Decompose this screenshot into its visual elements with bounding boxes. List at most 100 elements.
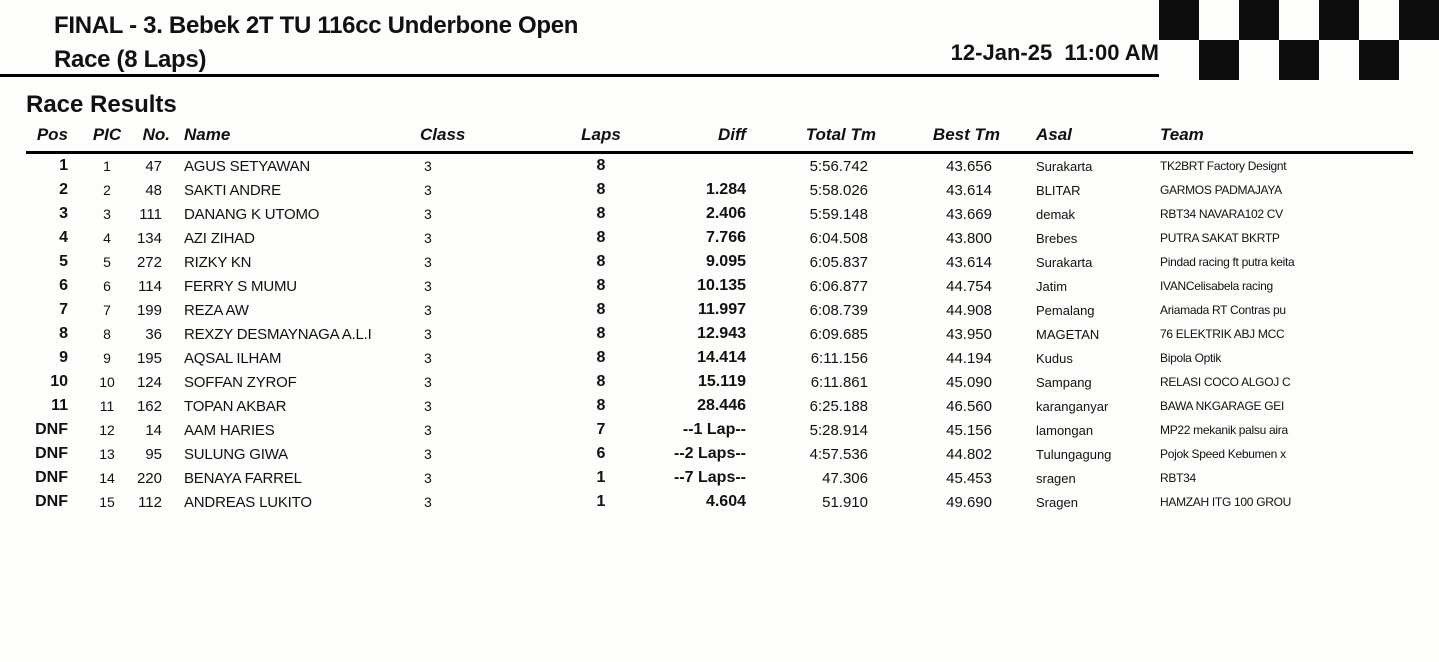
- cell-pic: 9: [86, 346, 128, 370]
- cell-asal: MAGETAN: [1026, 322, 1156, 346]
- cell-totaltm: 6:06.877: [786, 274, 916, 298]
- table-row: DNF14220BENAYA FARREL31--7 Laps--47.3064…: [26, 466, 1413, 490]
- cell-team: MP22 mekanik palsu aira: [1156, 418, 1413, 442]
- cell-diff: 14.414: [656, 346, 786, 370]
- cell-besttm: 46.560: [916, 394, 1026, 418]
- table-row: 33111DANANG K UTOMO382.4065:59.14843.669…: [26, 202, 1413, 226]
- table-row: 66114FERRY S MUMU3810.1356:06.87744.754J…: [26, 274, 1413, 298]
- cell-diff: 10.135: [656, 274, 786, 298]
- cell-besttm: 45.156: [916, 418, 1026, 442]
- cell-totaltm: 5:56.742: [786, 153, 916, 179]
- cell-laps: 1: [546, 490, 656, 514]
- cell-team: HAMZAH ITG 100 GROU: [1156, 490, 1413, 514]
- cell-besttm: 43.614: [916, 178, 1026, 202]
- cell-name: AGUS SETYAWAN: [180, 153, 416, 179]
- cell-diff: 11.997: [656, 298, 786, 322]
- cell-no: 272: [128, 250, 180, 274]
- cell-name: REXZY DESMAYNAGA A.L.I: [180, 322, 416, 346]
- cell-pic: 8: [86, 322, 128, 346]
- cell-totaltm: 47.306: [786, 466, 916, 490]
- cell-no: 112: [128, 490, 180, 514]
- cell-besttm: 45.453: [916, 466, 1026, 490]
- cell-laps: 8: [546, 322, 656, 346]
- cell-besttm: 43.656: [916, 153, 1026, 179]
- cell-laps: 8: [546, 394, 656, 418]
- col-laps: Laps: [546, 123, 656, 153]
- col-besttm: Best Tm: [916, 123, 1026, 153]
- table-header-row: Pos PIC No. Name Class Laps Diff Total T…: [26, 123, 1413, 153]
- cell-class: 3: [416, 394, 546, 418]
- cell-diff: 2.406: [656, 202, 786, 226]
- cell-asal: karanganyar: [1026, 394, 1156, 418]
- cell-name: RIZKY KN: [180, 250, 416, 274]
- cell-asal: Sampang: [1026, 370, 1156, 394]
- cell-laps: 1: [546, 466, 656, 490]
- cell-asal: Pemalang: [1026, 298, 1156, 322]
- cell-pic: 2: [86, 178, 128, 202]
- cell-no: 14: [128, 418, 180, 442]
- cell-diff: --2 Laps--: [656, 442, 786, 466]
- cell-diff: --1 Lap--: [656, 418, 786, 442]
- col-pic: PIC: [86, 123, 128, 153]
- cell-totaltm: 4:57.536: [786, 442, 916, 466]
- cell-totaltm: 5:59.148: [786, 202, 916, 226]
- cell-class: 3: [416, 490, 546, 514]
- table-row: 99195AQSAL ILHAM3814.4146:11.15644.194Ku…: [26, 346, 1413, 370]
- cell-diff: 9.095: [656, 250, 786, 274]
- cell-totaltm: 6:08.739: [786, 298, 916, 322]
- cell-totaltm: 6:05.837: [786, 250, 916, 274]
- cell-team: IVANCelisabela racing: [1156, 274, 1413, 298]
- cell-laps: 8: [546, 153, 656, 179]
- cell-laps: 8: [546, 274, 656, 298]
- cell-laps: 8: [546, 298, 656, 322]
- table-row: 1010124SOFFAN ZYROF3815.1196:11.86145.09…: [26, 370, 1413, 394]
- cell-pos: DNF: [26, 442, 86, 466]
- cell-asal: Jatim: [1026, 274, 1156, 298]
- col-team: Team: [1156, 123, 1413, 153]
- cell-besttm: 43.800: [916, 226, 1026, 250]
- cell-pos: 4: [26, 226, 86, 250]
- cell-class: 3: [416, 322, 546, 346]
- cell-pos: 11: [26, 394, 86, 418]
- cell-no: 48: [128, 178, 180, 202]
- cell-besttm: 43.614: [916, 250, 1026, 274]
- race-time: 11:00 AM: [1064, 40, 1159, 65]
- cell-diff: 7.766: [656, 226, 786, 250]
- cell-diff: 15.119: [656, 370, 786, 394]
- cell-pos: 7: [26, 298, 86, 322]
- table-row: 77199REZA AW3811.9976:08.73944.908Pemala…: [26, 298, 1413, 322]
- cell-class: 3: [416, 466, 546, 490]
- cell-team: PUTRA SAKAT BKRTP: [1156, 226, 1413, 250]
- cell-no: 124: [128, 370, 180, 394]
- cell-team: Bipola Optik: [1156, 346, 1413, 370]
- race-date: 12-Jan-25: [951, 40, 1053, 65]
- report-header: FINAL - 3. Bebek 2T TU 116cc Underbone O…: [0, 0, 1439, 77]
- cell-asal: sragen: [1026, 466, 1156, 490]
- table-body: 1147AGUS SETYAWAN385:56.74243.656Surakar…: [26, 153, 1413, 515]
- cell-no: 114: [128, 274, 180, 298]
- cell-asal: Sragen: [1026, 490, 1156, 514]
- cell-name: AAM HARIES: [180, 418, 416, 442]
- cell-laps: 8: [546, 226, 656, 250]
- cell-no: 220: [128, 466, 180, 490]
- cell-pic: 12: [86, 418, 128, 442]
- cell-totaltm: 6:11.156: [786, 346, 916, 370]
- cell-no: 199: [128, 298, 180, 322]
- cell-totaltm: 6:09.685: [786, 322, 916, 346]
- cell-pic: 6: [86, 274, 128, 298]
- cell-team: Pojok Speed Kebumen x: [1156, 442, 1413, 466]
- cell-pic: 15: [86, 490, 128, 514]
- results-table: Pos PIC No. Name Class Laps Diff Total T…: [26, 123, 1413, 514]
- cell-class: 3: [416, 250, 546, 274]
- cell-no: 162: [128, 394, 180, 418]
- table-row: 1111162TOPAN AKBAR3828.4466:25.18846.560…: [26, 394, 1413, 418]
- cell-totaltm: 6:11.861: [786, 370, 916, 394]
- cell-class: 3: [416, 442, 546, 466]
- cell-diff: [656, 153, 786, 179]
- cell-class: 3: [416, 153, 546, 179]
- cell-pos: DNF: [26, 490, 86, 514]
- cell-team: RELASI COCO ALGOJ C: [1156, 370, 1413, 394]
- cell-pic: 10: [86, 370, 128, 394]
- cell-name: ANDREAS LUKITO: [180, 490, 416, 514]
- cell-besttm: 45.090: [916, 370, 1026, 394]
